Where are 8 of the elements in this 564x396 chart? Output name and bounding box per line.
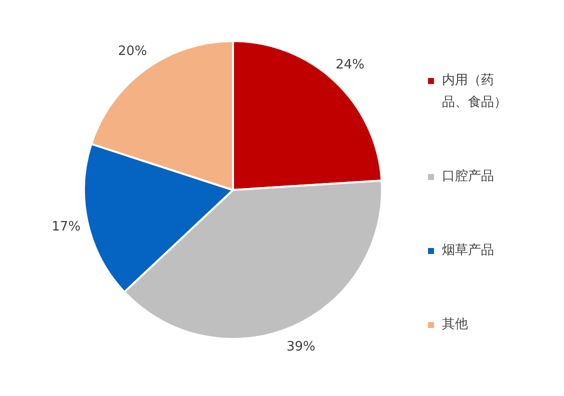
legend-label: 内用（药品、食品）: [442, 72, 508, 112]
legend-label: 口腔产品: [442, 168, 495, 186]
data-label: 20%: [118, 44, 147, 60]
data-label: 39%: [286, 339, 316, 354]
legend-label: 其他: [442, 316, 469, 334]
legend-label: 烟草产品: [442, 242, 495, 260]
data-label: 24%: [336, 58, 365, 73]
data-label: 17%: [52, 220, 81, 235]
